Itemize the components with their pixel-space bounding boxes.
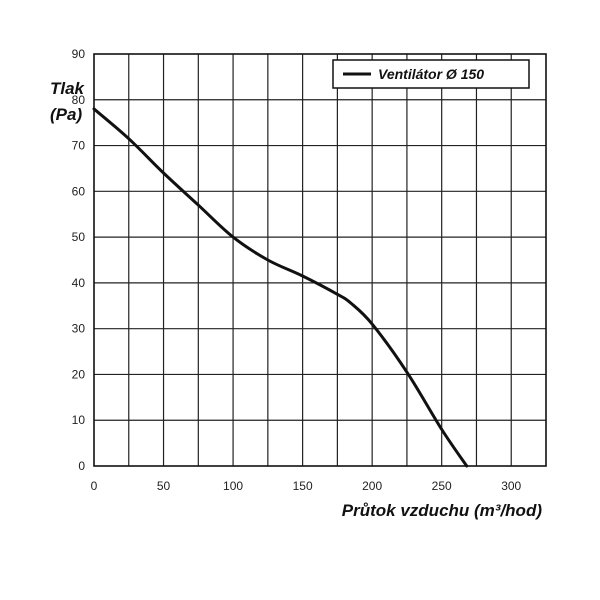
series-line <box>92 107 469 468</box>
y-tick-label: 30 <box>72 322 86 336</box>
y-axis-ticks: 0 10 20 30 40 50 60 70 80 90 <box>72 47 86 473</box>
y-tick-label: 50 <box>72 230 86 244</box>
x-tick-label: 50 <box>157 479 171 493</box>
series-group <box>92 107 469 468</box>
y-tick-label: 40 <box>72 276 86 290</box>
y-tick-label: 70 <box>72 139 86 153</box>
x-tick-label: 0 <box>91 479 98 493</box>
legend-label: Ventilátor Ø 150 <box>378 66 484 82</box>
grid <box>94 54 546 466</box>
x-tick-label: 100 <box>223 479 243 493</box>
y-tick-label: 90 <box>72 47 86 61</box>
x-tick-label: 200 <box>362 479 382 493</box>
x-tick-label: 150 <box>293 479 313 493</box>
y-tick-label: 60 <box>72 184 86 198</box>
legend: Ventilátor Ø 150 <box>332 59 530 89</box>
y-tick-label: 0 <box>78 459 85 473</box>
y-axis-label-line1: Tlak <box>50 79 86 98</box>
x-tick-label: 300 <box>501 479 521 493</box>
y-tick-label: 20 <box>72 367 86 381</box>
y-tick-label: 80 <box>72 93 86 107</box>
x-tick-label: 250 <box>432 479 452 493</box>
y-tick-label: 10 <box>72 413 86 427</box>
y-axis-label-line2: (Pa) <box>50 105 82 124</box>
legend-box <box>332 59 530 89</box>
x-axis-ticks: 0 50 100 150 200 250 300 <box>91 479 522 493</box>
x-axis-label: Průtok vzduchu (m³/hod) <box>342 501 543 520</box>
plot-frame <box>93 53 547 467</box>
